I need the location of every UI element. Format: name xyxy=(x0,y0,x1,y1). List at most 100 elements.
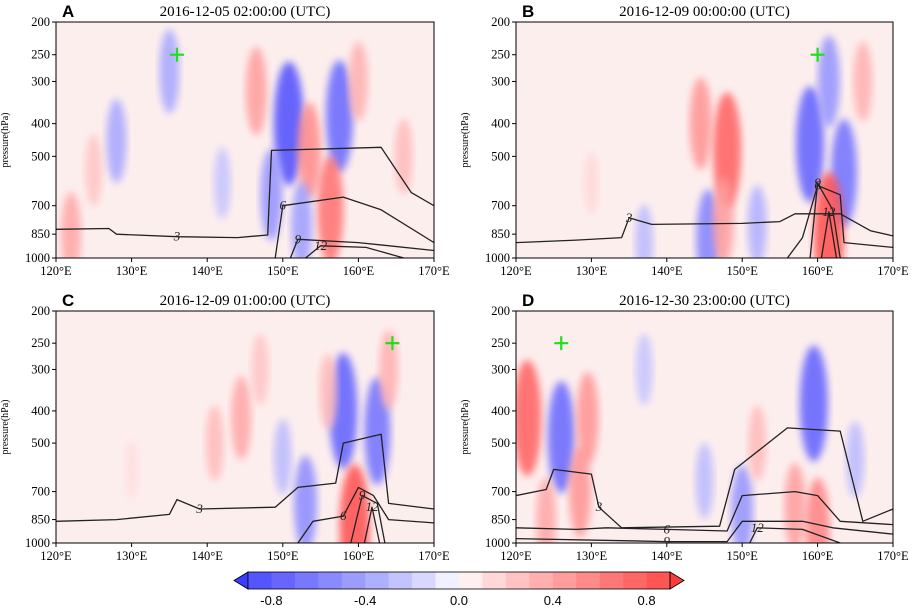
x-tick-label: 120°E xyxy=(40,264,72,278)
contour-label: 9 xyxy=(664,534,671,549)
contour-label: 6 xyxy=(280,198,287,213)
x-tick-label: 150°E xyxy=(727,549,759,563)
colorbar-extend-min xyxy=(233,571,249,590)
anomaly-cell xyxy=(748,405,767,482)
contour-line xyxy=(289,238,434,258)
panel-label: C xyxy=(62,291,74,310)
anomaly-cell xyxy=(817,35,840,128)
x-tick-label: 140°E xyxy=(651,549,683,563)
colorbar-bin xyxy=(318,572,343,589)
anomaly-cell xyxy=(583,151,599,216)
colorbar-tick-label: -0.8 xyxy=(260,593,282,608)
y-tick-label: 1000 xyxy=(485,251,510,265)
panel-title: 2016-12-30 23:00:00 (UTC) xyxy=(619,293,790,309)
contour-label: 12 xyxy=(822,204,836,219)
anomaly-cell xyxy=(297,102,321,199)
contour-label: 6 xyxy=(340,508,347,523)
y-tick-label: 200 xyxy=(491,304,510,318)
anomaly-cell xyxy=(61,192,82,258)
contour-label: 3 xyxy=(595,499,603,514)
y-tick-label: 200 xyxy=(491,15,510,29)
colorbar: -0.8 -0.4 0.0 0.4 0.8 xyxy=(233,571,685,608)
y-tick-label: 850 xyxy=(31,227,50,241)
position-marker xyxy=(169,47,184,62)
colorbar-tick-label: 0.8 xyxy=(638,593,656,608)
colorbar-bin xyxy=(505,572,530,589)
anomaly-cell xyxy=(536,477,557,543)
plot-frame xyxy=(515,310,894,544)
contour-label: 12 xyxy=(314,238,328,253)
position-marker xyxy=(385,336,400,351)
x-tick-label: 120°E xyxy=(500,549,532,563)
anomaly-cell xyxy=(689,77,712,170)
anomaly-field xyxy=(583,35,873,258)
x-tick-label: 150°E xyxy=(267,549,299,563)
anomaly-cell xyxy=(516,359,542,476)
y-tick-label: 700 xyxy=(491,199,510,213)
contour-label: 3 xyxy=(195,501,203,516)
x-tick-label: 140°E xyxy=(651,264,683,278)
colorbar-bin xyxy=(576,572,600,589)
colorbar-extend-max xyxy=(669,571,685,590)
anomaly-field xyxy=(124,329,399,543)
x-tick-label: 160°E xyxy=(802,264,834,278)
anomaly-cell xyxy=(853,41,873,122)
panel-label: B xyxy=(522,2,534,21)
colorbar-bin xyxy=(248,572,272,589)
panel-title: 2016-12-09 00:00:00 (UTC) xyxy=(619,4,790,20)
anomaly-cell xyxy=(293,455,317,543)
x-tick-label: 170°E xyxy=(877,264,909,278)
anomaly-cell xyxy=(291,181,313,258)
anomaly-cell xyxy=(273,418,292,495)
anomaly-cell xyxy=(326,60,353,173)
colorbar-bin xyxy=(529,572,554,589)
y-tick-label: 200 xyxy=(31,304,50,318)
x-tick-label: 160°E xyxy=(802,549,834,563)
y-tick-label: 700 xyxy=(31,485,50,499)
anomaly-cell xyxy=(273,61,304,186)
y-tick-label: 400 xyxy=(491,404,510,418)
y-tick-label: 500 xyxy=(31,436,50,450)
contour-label: 9 xyxy=(359,488,366,503)
colorbar-bin xyxy=(552,572,577,589)
anomaly-cell xyxy=(569,445,592,538)
colorbar-bin xyxy=(412,572,436,589)
plot-frame xyxy=(55,310,435,544)
anomaly-cell xyxy=(85,134,103,207)
colorbar-tick-label: 0.0 xyxy=(450,593,468,608)
y-tick-label: 500 xyxy=(31,149,50,163)
y-tick-label: 850 xyxy=(491,227,510,241)
anomaly-cell xyxy=(796,86,825,203)
y-tick-label: 850 xyxy=(491,513,510,527)
colorbar-bin xyxy=(482,572,507,589)
contour-line xyxy=(820,211,838,258)
anomaly-cell xyxy=(159,29,180,114)
contour-line xyxy=(516,213,893,244)
colorbar-bin xyxy=(599,572,624,589)
x-tick-label: 140°E xyxy=(192,264,224,278)
panel-title: 2016-12-05 02:00:00 (UTC) xyxy=(160,4,331,20)
contour-label: 12 xyxy=(751,520,765,535)
anomaly-cell xyxy=(635,204,654,258)
x-tick-label: 170°E xyxy=(418,549,450,563)
contour-line xyxy=(56,146,434,239)
anomaly-cell xyxy=(713,92,742,209)
x-tick-label: 160°E xyxy=(343,264,375,278)
anomaly-field xyxy=(61,29,413,258)
colorbar-tick-label: 0.4 xyxy=(544,593,562,608)
y-tick-label: 400 xyxy=(31,404,50,418)
anomaly-cell xyxy=(712,177,734,258)
anomaly-cell xyxy=(245,46,267,135)
x-tick-label: 150°E xyxy=(267,264,299,278)
y-tick-label: 500 xyxy=(491,149,510,163)
y-axis-label: pressure(hPa) xyxy=(460,400,471,455)
y-tick-label: 250 xyxy=(31,336,50,350)
anomaly-cell xyxy=(379,329,399,410)
contour-line xyxy=(749,527,841,543)
contour-label: 9 xyxy=(295,231,302,246)
